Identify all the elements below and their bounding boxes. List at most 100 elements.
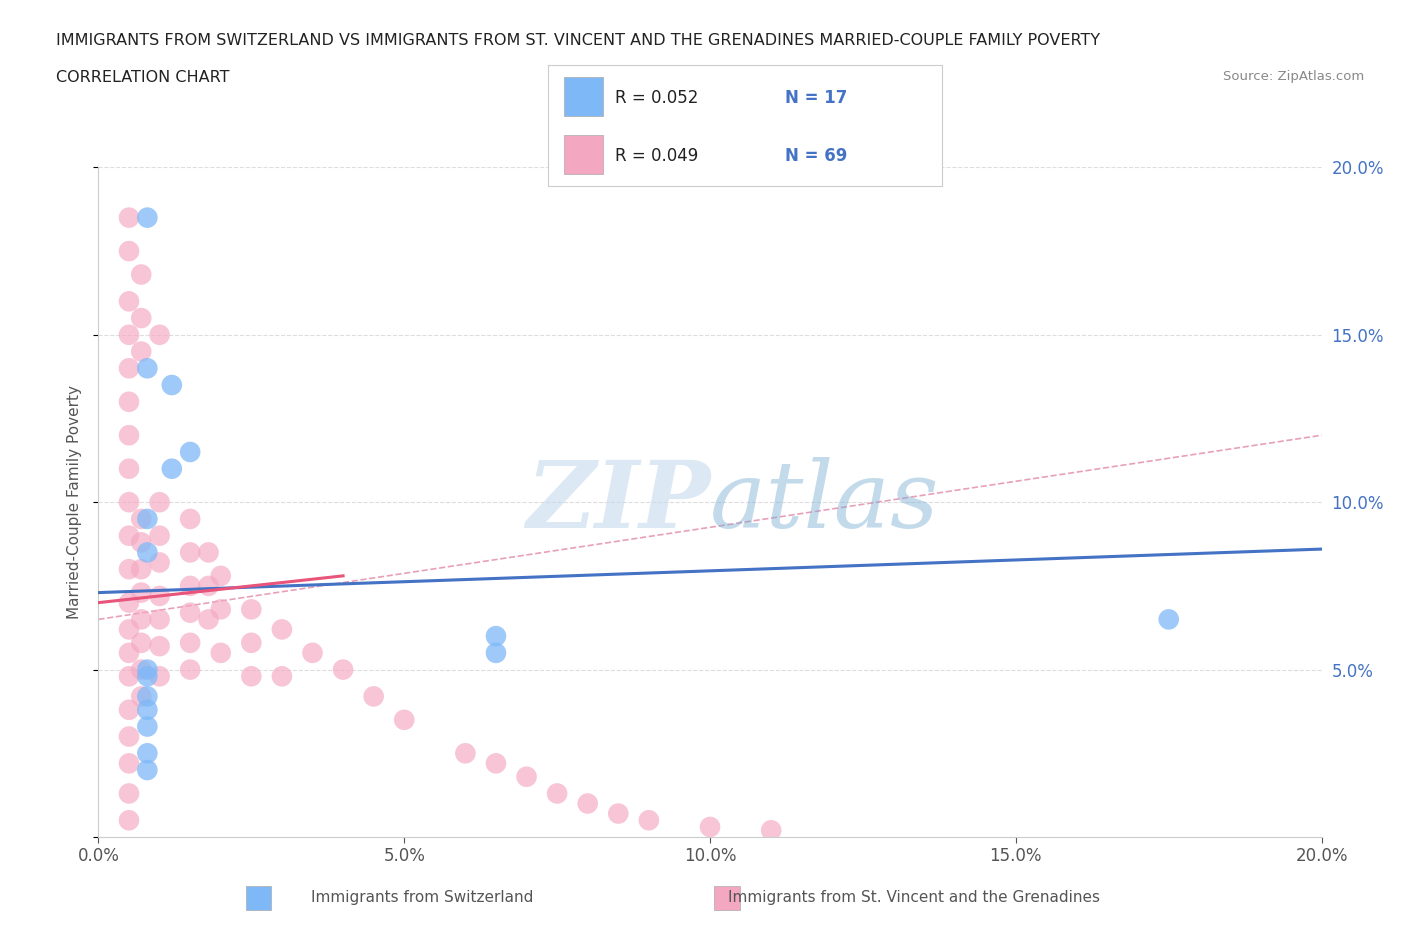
Point [209, 645, 232, 660]
Point [118, 428, 141, 443]
Point [136, 763, 159, 777]
Point [118, 595, 141, 610]
Point [149, 495, 172, 510]
Point [149, 612, 172, 627]
Point [240, 635, 263, 650]
Point [129, 635, 152, 650]
Point [179, 512, 201, 526]
Point [118, 669, 141, 684]
Point [136, 210, 159, 225]
Point [240, 602, 263, 617]
Point [136, 669, 159, 684]
Point [454, 746, 477, 761]
Point [179, 662, 201, 677]
Point [149, 589, 172, 604]
Point [118, 394, 141, 409]
Point [637, 813, 661, 828]
Point [179, 635, 201, 650]
Point [270, 622, 292, 637]
Point [118, 562, 141, 577]
Text: CORRELATION CHART: CORRELATION CHART [56, 70, 229, 85]
Point [699, 819, 721, 834]
Point [270, 669, 292, 684]
Point [118, 244, 141, 259]
Point [118, 729, 141, 744]
Point [149, 669, 172, 684]
Point [129, 267, 152, 282]
Point [179, 545, 201, 560]
Point [149, 639, 172, 654]
Point [118, 528, 141, 543]
Point [607, 806, 630, 821]
Text: Immigrants from Switzerland: Immigrants from Switzerland [311, 890, 533, 905]
Point [197, 578, 219, 593]
Point [118, 327, 141, 342]
Text: R = 0.052: R = 0.052 [616, 88, 699, 107]
Point [118, 622, 141, 637]
Point [118, 461, 141, 476]
Point [485, 756, 508, 771]
Point [136, 662, 159, 677]
Point [118, 495, 141, 510]
Point [240, 669, 263, 684]
Point [129, 535, 152, 550]
Point [118, 294, 141, 309]
Point [136, 689, 159, 704]
FancyBboxPatch shape [564, 135, 603, 174]
Point [197, 612, 219, 627]
Point [179, 445, 201, 459]
Point [129, 662, 152, 677]
Point [1157, 612, 1180, 627]
Point [118, 702, 141, 717]
Point [118, 361, 141, 376]
Point [136, 512, 159, 526]
Point [118, 756, 141, 771]
Point [136, 702, 159, 717]
Point [759, 823, 782, 838]
Point [160, 461, 183, 476]
Point [363, 689, 385, 704]
Point [129, 585, 152, 600]
Point [136, 545, 159, 560]
Point [129, 512, 152, 526]
Point [332, 662, 354, 677]
Point [136, 719, 159, 734]
Point [149, 528, 172, 543]
Point [209, 602, 232, 617]
FancyBboxPatch shape [564, 77, 603, 116]
Point [136, 361, 159, 376]
Point [179, 605, 201, 620]
Text: R = 0.049: R = 0.049 [616, 147, 699, 165]
Point [118, 210, 141, 225]
Point [118, 645, 141, 660]
Point [129, 689, 152, 704]
Point [149, 555, 172, 570]
Text: N = 69: N = 69 [785, 147, 846, 165]
Point [576, 796, 599, 811]
Text: ZIP: ZIP [526, 458, 710, 547]
Point [209, 568, 232, 583]
Text: atlas: atlas [710, 458, 939, 547]
Point [160, 378, 183, 392]
Point [516, 769, 538, 784]
Text: Source: ZipAtlas.com: Source: ZipAtlas.com [1223, 70, 1364, 83]
Point [129, 612, 152, 627]
Point [129, 311, 152, 325]
Point [301, 645, 323, 660]
Point [118, 813, 141, 828]
Point [118, 786, 141, 801]
Point [485, 645, 508, 660]
Point [392, 712, 416, 727]
Text: IMMIGRANTS FROM SWITZERLAND VS IMMIGRANTS FROM ST. VINCENT AND THE GRENADINES MA: IMMIGRANTS FROM SWITZERLAND VS IMMIGRANT… [56, 33, 1101, 47]
Point [179, 578, 201, 593]
Point [136, 746, 159, 761]
Point [485, 629, 508, 644]
Point [149, 327, 172, 342]
Y-axis label: Married-Couple Family Poverty: Married-Couple Family Poverty [67, 385, 83, 619]
Point [129, 344, 152, 359]
Point [197, 545, 219, 560]
Text: Immigrants from St. Vincent and the Grenadines: Immigrants from St. Vincent and the Gren… [728, 890, 1099, 905]
Point [129, 562, 152, 577]
Text: N = 17: N = 17 [785, 88, 846, 107]
Point [546, 786, 568, 801]
